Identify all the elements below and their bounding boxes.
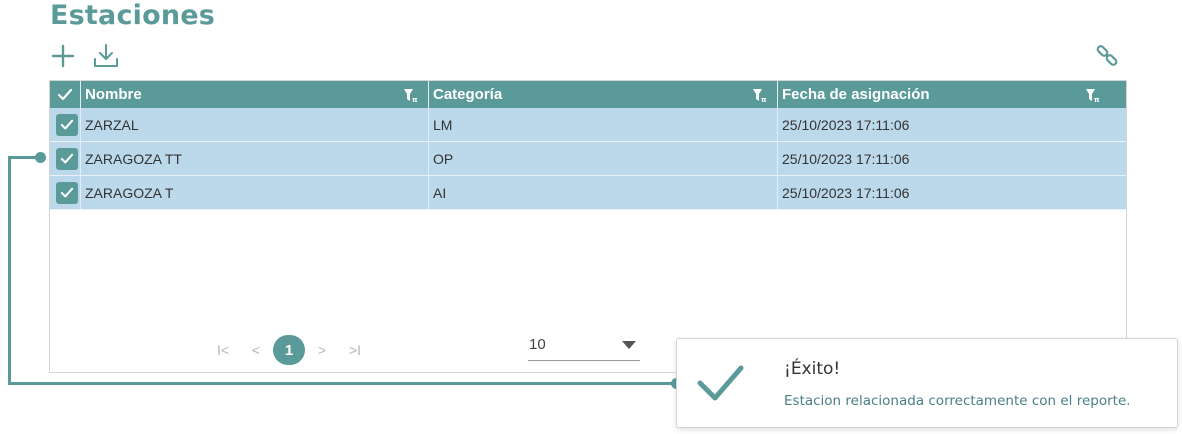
cell-nombre: ZARAGOZA T: [81, 176, 429, 209]
toast-title: ¡Éxito!: [784, 359, 841, 379]
next-page-button[interactable]: >: [317, 342, 327, 358]
cell-fecha: 25/10/2023 17:11:06: [782, 150, 910, 167]
cell-fecha: 25/10/2023 17:11:06: [782, 116, 910, 133]
last-page-button[interactable]: >I: [348, 342, 362, 358]
select-all-checkbox[interactable]: [50, 81, 81, 108]
table-row[interactable]: ZARZAL LM 25/10/2023 17:11:06: [50, 108, 1126, 142]
page-title: Estaciones: [50, 0, 216, 31]
download-button[interactable]: [92, 42, 120, 70]
page-size-select[interactable]: 10: [528, 329, 640, 361]
connector-line: [8, 157, 11, 385]
column-header-nombre[interactable]: Nombre π: [81, 81, 429, 108]
check-icon: [60, 187, 74, 197]
filter-icon[interactable]: π: [403, 88, 418, 103]
column-header-label: Nombre: [85, 86, 142, 103]
column-header-label: Categoría: [433, 86, 503, 103]
check-icon: [57, 88, 73, 100]
check-icon: [60, 119, 74, 129]
column-header-categoria[interactable]: Categoría π: [429, 81, 778, 108]
svg-text:π: π: [761, 96, 767, 103]
pagination: I< < 1 > >I 10: [50, 335, 1126, 365]
cell-categoria: LM: [429, 108, 778, 141]
page-size-value: 10: [529, 336, 546, 353]
stations-grid: Nombre π Categoría π Fecha de asignación…: [49, 80, 1127, 373]
table-row[interactable]: ZARAGOZA T AI 25/10/2023 17:11:06: [50, 176, 1126, 210]
cell-nombre: ZARAGOZA TT: [81, 142, 429, 175]
plus-icon: [51, 44, 75, 68]
row-checkbox[interactable]: [50, 108, 81, 141]
success-toast[interactable]: ¡Éxito! Estacion relacionada correctamen…: [676, 338, 1178, 428]
column-header-fecha[interactable]: Fecha de asignación π: [778, 81, 1126, 108]
row-checkbox[interactable]: [50, 142, 81, 175]
toast-message: Estacion relacionada correctamente con e…: [784, 393, 1131, 409]
row-checkbox[interactable]: [50, 176, 81, 209]
cell-categoria: OP: [429, 142, 778, 175]
filter-icon[interactable]: π: [1085, 88, 1100, 103]
table-row[interactable]: ZARAGOZA TT OP 25/10/2023 17:11:06: [50, 142, 1126, 176]
svg-text:π: π: [1094, 96, 1100, 103]
filter-icon[interactable]: π: [752, 88, 767, 103]
add-button[interactable]: [49, 42, 77, 70]
cell-nombre: ZARZAL: [81, 108, 429, 141]
unlink-icon: [1096, 45, 1118, 66]
page-1-button[interactable]: 1: [273, 335, 305, 365]
column-header-label: Fecha de asignación: [782, 86, 930, 103]
svg-text:π: π: [412, 96, 418, 103]
prev-page-button[interactable]: <: [251, 342, 261, 358]
first-page-button[interactable]: I<: [216, 342, 230, 358]
cell-fecha: 25/10/2023 17:11:06: [782, 184, 910, 201]
download-icon: [94, 44, 118, 67]
check-icon: [697, 365, 744, 401]
unlink-button[interactable]: [1093, 42, 1121, 70]
chevron-down-icon: [622, 341, 636, 349]
connector-line: [8, 382, 678, 385]
connector-dot: [35, 152, 46, 163]
grid-header: Nombre π Categoría π Fecha de asignación…: [50, 81, 1126, 108]
cell-categoria: AI: [429, 176, 778, 209]
check-icon: [60, 153, 74, 163]
connector-line: [8, 156, 40, 159]
